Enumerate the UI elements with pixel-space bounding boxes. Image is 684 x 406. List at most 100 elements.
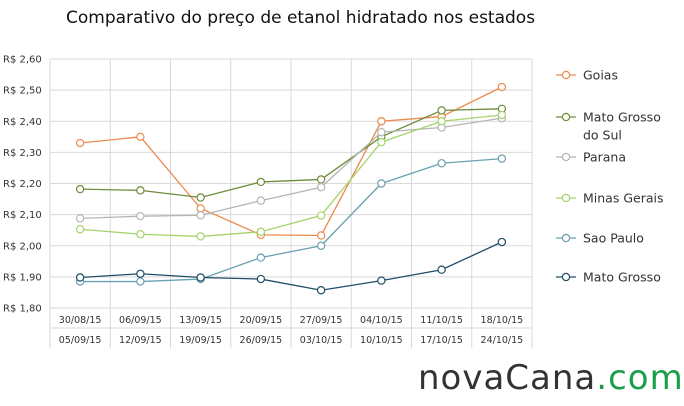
y-tick-label: R$ 2,50 (3, 86, 42, 97)
x-tick-label-start: 27/09/15 (300, 315, 343, 326)
data-point (136, 269, 145, 278)
data-point (136, 277, 145, 286)
data-point (316, 231, 326, 240)
brand-logo: novaCana.com (418, 358, 684, 398)
data-point (377, 179, 386, 188)
series-sao-paulo (75, 154, 507, 286)
y-tick-label: R$ 2,10 (3, 210, 42, 221)
data-point (196, 232, 205, 241)
data-point (437, 106, 446, 115)
data-point (136, 211, 145, 221)
data-point (75, 184, 85, 194)
data-point (437, 159, 446, 168)
series-line (80, 108, 502, 199)
data-point (316, 183, 326, 192)
y-tick-label: R$ 2,20 (3, 179, 42, 190)
x-tick-label-end: 24/10/15 (481, 335, 524, 346)
data-point (196, 273, 205, 282)
data-point (497, 237, 507, 247)
x-tick-label-end: 19/09/15 (179, 335, 222, 346)
grid (49, 58, 533, 348)
chart-title: Comparativo do preço de etanol hidratado… (66, 8, 536, 28)
legend-item: Goias (556, 68, 618, 83)
legend: Goias Mato Grosso do Sul Parana Minas Gerais… (556, 68, 664, 285)
data-point (256, 274, 266, 284)
data-point (196, 204, 205, 213)
y-tick-label: R$ 2,60 (3, 55, 42, 66)
data-point (316, 175, 326, 184)
x-axis: 30/08/15 06/09/15 13/09/15 20/09/15 27/09/15… (59, 315, 523, 346)
x-tick-label-start: 30/08/15 (59, 315, 102, 326)
legend-label: Sao Paulo (583, 231, 644, 246)
x-tick-label-start: 18/10/15 (481, 315, 524, 326)
data-point (196, 193, 205, 202)
x-tick-label-start: 04/10/15 (360, 315, 403, 326)
data-point (75, 225, 85, 234)
legend-label: Parana (583, 150, 626, 165)
x-tick-label-end: 03/10/15 (300, 335, 343, 346)
y-tick-label: R$ 2,30 (3, 148, 42, 159)
data-point (75, 138, 85, 148)
legend-marker (561, 70, 571, 80)
data-point (497, 154, 507, 163)
data-point (497, 82, 507, 92)
legend-marker (561, 193, 571, 203)
x-tick-label-end: 05/09/15 (59, 335, 102, 346)
legend-item: Minas Gerais (556, 191, 664, 206)
y-tick-label: R$ 1,80 (3, 304, 42, 315)
legend-item: Sao Paulo (556, 231, 644, 246)
data-point (437, 265, 446, 274)
x-tick-label-start: 06/09/15 (119, 315, 162, 326)
data-point (316, 286, 326, 295)
x-tick-label-end: 26/09/15 (240, 335, 283, 346)
data-point (256, 253, 266, 262)
series-line (80, 157, 502, 283)
legend-marker (561, 152, 571, 162)
x-tick-label-start: 20/09/15 (240, 315, 283, 326)
data-point (256, 177, 266, 187)
data-point (377, 117, 386, 126)
series-mato-grosso (75, 237, 507, 295)
y-axis: R$ 1,80 R$ 1,90 R$ 2,00 R$ 2,10 R$ 2,20 R$ 2,… (3, 55, 42, 315)
data-point (377, 276, 386, 285)
legend-label: Minas Gerais (583, 191, 664, 206)
x-tick-label-end: 12/09/15 (119, 335, 162, 346)
data-point (316, 211, 326, 220)
data-point (75, 214, 85, 223)
legend-item: Parana (556, 150, 626, 165)
data-point (437, 117, 446, 126)
legend-label: Mato Grosso (583, 110, 661, 125)
data-point (316, 241, 326, 250)
x-tick-label-end: 10/10/15 (360, 335, 403, 346)
data-point (256, 196, 266, 205)
y-tick-label: R$ 2,00 (3, 241, 42, 252)
data-point (196, 211, 205, 220)
series-line (80, 114, 502, 238)
data-point (377, 127, 386, 137)
y-tick-label: R$ 2,40 (3, 117, 42, 128)
legend-label: Mato Grosso (583, 270, 661, 285)
data-point (497, 110, 507, 120)
series-group (75, 82, 507, 295)
x-tick-label-start: 11/10/15 (420, 315, 463, 326)
data-point (256, 227, 266, 236)
y-tick-label: R$ 1,90 (3, 272, 42, 283)
legend-label: Goias (583, 68, 618, 83)
legend-item: Mato Grosso do Sul (556, 110, 661, 143)
data-point (377, 137, 386, 147)
data-point (136, 132, 145, 142)
legend-marker (561, 272, 571, 282)
data-point (136, 230, 145, 239)
brand-name: novaCana (418, 358, 597, 398)
brand-domain: .com (596, 358, 684, 398)
series-line (80, 241, 503, 291)
series-minas-gerais (75, 110, 507, 241)
x-tick-label-start: 13/09/15 (179, 315, 222, 326)
series-goias (75, 82, 507, 240)
x-tick-label-end: 17/10/15 (420, 335, 463, 346)
legend-item: Mato Grosso (556, 270, 661, 285)
series-line (80, 86, 503, 237)
legend-marker (561, 112, 571, 122)
series-line (80, 117, 502, 220)
